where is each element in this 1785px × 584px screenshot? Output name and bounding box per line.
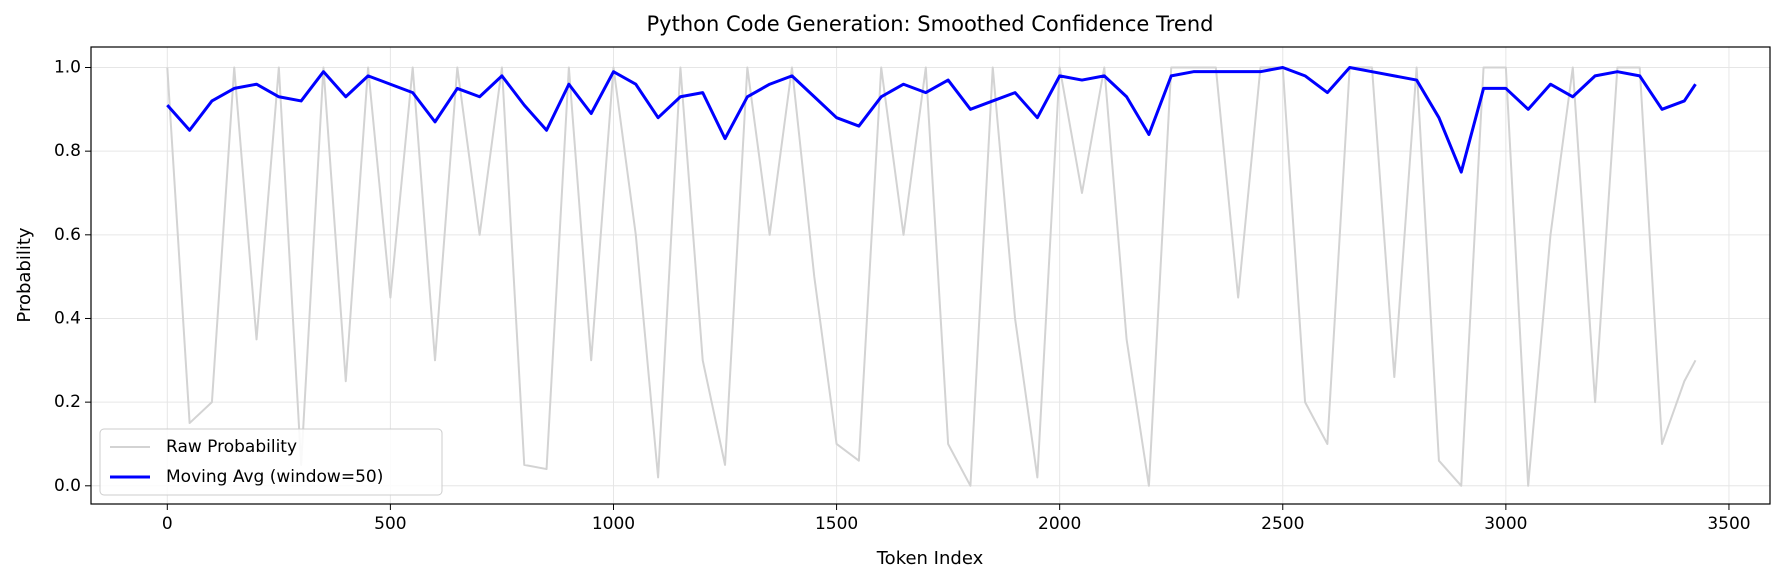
x-tick-label: 2500 [1261, 514, 1304, 534]
x-tick-label: 1000 [592, 514, 635, 534]
y-tick-label: 0.8 [54, 141, 81, 161]
x-tick-label: 0 [162, 514, 173, 534]
legend-label: Raw Probability [166, 437, 297, 457]
y-tick-label: 0.4 [54, 308, 81, 328]
y-tick-label: 1.0 [54, 57, 81, 77]
x-tick-label: 2000 [1038, 514, 1081, 534]
x-tick-label: 3500 [1707, 514, 1750, 534]
y-tick-label: 0.0 [54, 476, 81, 496]
x-tick-label: 3000 [1484, 514, 1527, 534]
legend-box [99, 428, 443, 496]
chart-title: Python Code Generation: Smoothed Confide… [647, 12, 1214, 36]
x-axis-label: Token Index [876, 548, 984, 569]
x-tick-label: 500 [374, 514, 406, 534]
y-tick-label: 0.6 [54, 225, 81, 245]
y-tick-label: 0.2 [54, 392, 81, 412]
y-axis-label: Probability [14, 227, 35, 322]
x-tick-label: 1500 [815, 514, 858, 534]
legend-label: Moving Avg (window=50) [166, 467, 383, 487]
series-line [166, 66, 1697, 174]
series-line [166, 66, 1697, 487]
plot-frame [90, 46, 1771, 505]
